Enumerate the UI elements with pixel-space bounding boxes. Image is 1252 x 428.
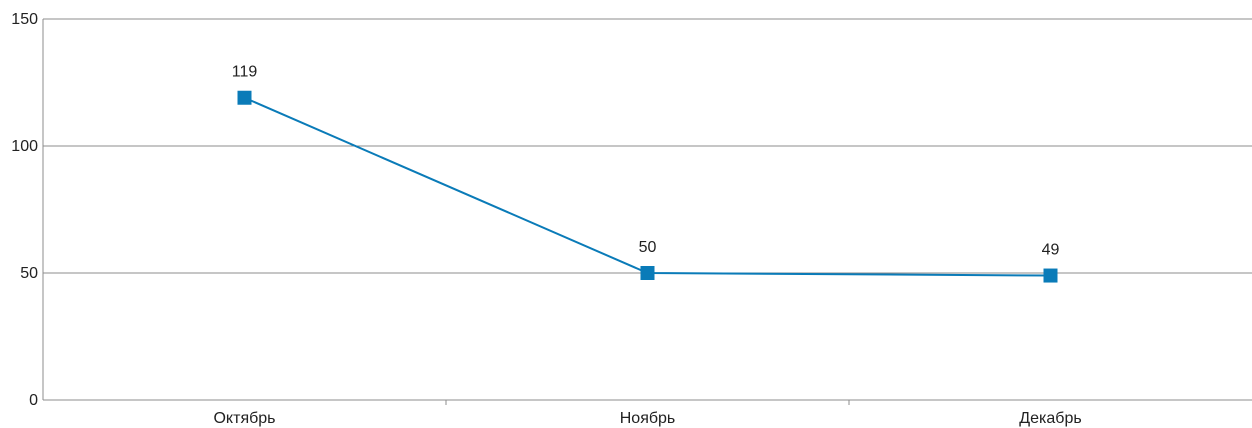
y-tick-label: 0 — [29, 392, 38, 409]
y-tick-label: 50 — [20, 265, 38, 282]
data-label: 49 — [1042, 242, 1060, 259]
gridlines — [43, 18, 1252, 274]
series-markers — [237, 90, 1058, 283]
data-point-marker — [640, 266, 655, 280]
data-label: 50 — [639, 239, 657, 256]
x-tick-label-october: Октябрь — [213, 410, 275, 427]
axes — [42, 19, 1252, 401]
y-tick-label: 100 — [11, 138, 38, 155]
data-point-marker — [1043, 268, 1058, 283]
x-tick-labels: Октябрь Ноябрь Декабрь — [213, 410, 1081, 427]
x-tick-label-november: Ноябрь — [620, 410, 676, 427]
series — [237, 90, 1058, 283]
x-tick-label-december: Декабрь — [1019, 410, 1081, 427]
data-point-marker — [237, 90, 252, 105]
data-labels: 119 50 49 — [232, 64, 1060, 259]
y-tick-label: 150 — [11, 11, 38, 28]
data-label: 119 — [232, 64, 258, 81]
y-tick-labels: 0 50 100 150 — [11, 11, 38, 409]
x-tick-marks — [445, 400, 850, 405]
